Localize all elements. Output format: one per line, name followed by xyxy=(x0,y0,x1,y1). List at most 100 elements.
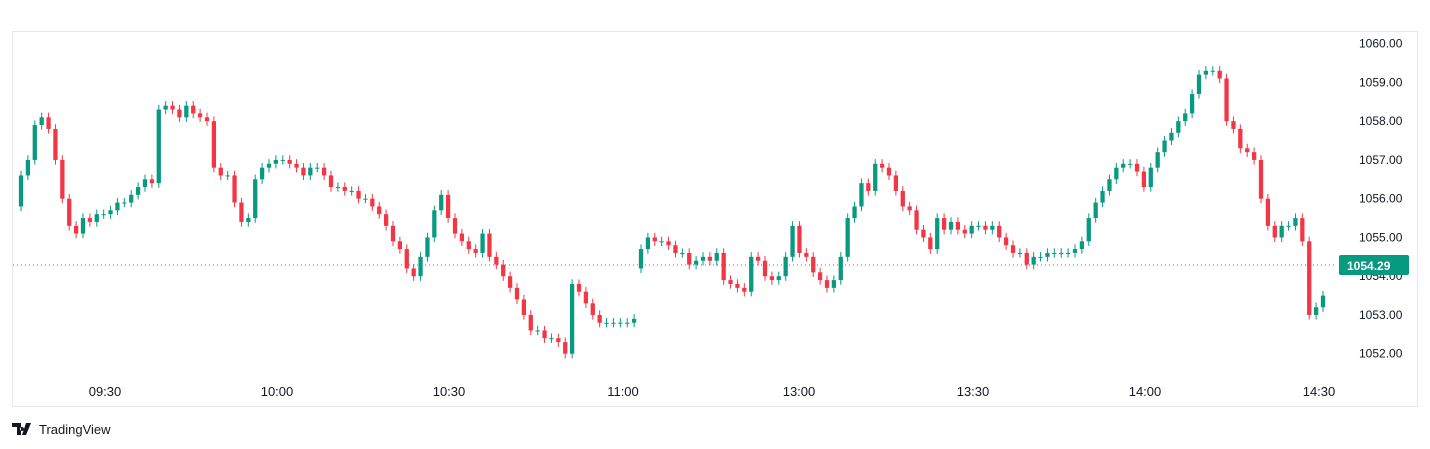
candle-body xyxy=(115,202,120,211)
candle-body xyxy=(948,221,954,230)
candle-body xyxy=(714,252,719,261)
candle-body xyxy=(1038,256,1043,258)
candle-body xyxy=(1086,218,1091,242)
candle-body xyxy=(287,159,292,164)
candle-body xyxy=(135,187,141,195)
candle-body xyxy=(1189,94,1195,114)
tradingview-logo-icon xyxy=(12,423,31,435)
candle-body xyxy=(1293,218,1298,226)
candle-body xyxy=(466,241,471,250)
candle-body xyxy=(976,225,981,227)
candle-body xyxy=(377,206,382,215)
candle-body xyxy=(928,237,933,250)
candle-body xyxy=(1003,237,1009,246)
candlestick-chart[interactable]: 1052.001053.001054.001055.001056.001057.… xyxy=(13,32,1419,408)
candle-body xyxy=(342,187,347,191)
candle-body xyxy=(521,299,527,315)
candle-body xyxy=(1203,70,1209,75)
candle-body xyxy=(542,330,547,339)
candle-body xyxy=(328,175,334,188)
candle-body xyxy=(94,214,99,222)
candle-body xyxy=(879,163,885,168)
tradingview-logo[interactable]: TradingView xyxy=(12,420,111,438)
candle-body xyxy=(1258,159,1264,199)
candle-body xyxy=(480,233,485,253)
candle-body xyxy=(1176,121,1181,133)
x-tick-label: 11:00 xyxy=(607,384,639,399)
candle-body xyxy=(1231,121,1236,129)
candle-body xyxy=(873,163,878,191)
candle-body xyxy=(845,218,850,257)
candle-body xyxy=(1045,252,1050,257)
candle-body xyxy=(425,237,430,257)
last-price-badge xyxy=(1339,254,1409,275)
candle-body xyxy=(1134,163,1140,172)
y-tick-label: 1055.00 xyxy=(1359,230,1403,244)
candle-body xyxy=(404,249,409,269)
candle-body xyxy=(501,264,506,277)
candle-body xyxy=(721,252,726,281)
candle-body xyxy=(762,260,768,277)
candle-body xyxy=(452,218,458,234)
candle-body xyxy=(1307,241,1312,315)
candle-body xyxy=(60,159,65,199)
candle-body xyxy=(1141,171,1147,188)
candle-body xyxy=(838,256,843,281)
candle-body xyxy=(941,218,947,230)
candle-body xyxy=(1148,167,1153,188)
candle-body xyxy=(1100,190,1105,203)
candle-body xyxy=(1010,245,1016,253)
candle-body xyxy=(507,276,513,288)
candle-body xyxy=(1114,167,1119,180)
chart-frame: 1052.00 1053.00 1054.00 1055.00 1056.00 1057.… xyxy=(12,31,1418,407)
candle-body xyxy=(25,159,31,176)
candle-body xyxy=(631,318,637,323)
y-tick-label: 1056.00 xyxy=(1359,192,1403,206)
y-tick-label: 1053.00 xyxy=(1359,308,1403,322)
candle-body xyxy=(1121,163,1126,168)
candle-body xyxy=(418,256,423,277)
candle-body xyxy=(149,179,155,184)
candle-body xyxy=(459,233,465,242)
candle-body xyxy=(46,117,51,129)
candle-body xyxy=(18,175,24,207)
candle-body xyxy=(556,338,561,343)
candle-body xyxy=(266,163,272,168)
candle-body xyxy=(962,229,967,234)
candle-body xyxy=(1238,128,1243,149)
x-tick-label: 10:00 xyxy=(261,384,294,399)
candle-body xyxy=(204,117,210,122)
candle-body xyxy=(900,190,905,207)
candle-body xyxy=(687,252,692,265)
candle-body xyxy=(1320,295,1326,308)
candle-body xyxy=(1183,113,1188,122)
candle-body xyxy=(625,322,630,324)
candle-body xyxy=(53,128,58,160)
x-tick-label: 13:30 xyxy=(957,384,990,399)
candle-body xyxy=(156,109,161,184)
candle-body xyxy=(1079,241,1085,250)
candle-body xyxy=(67,198,72,226)
candle-body xyxy=(1313,307,1319,315)
candle-body xyxy=(804,252,809,257)
candle-body xyxy=(611,322,616,324)
candle-body xyxy=(494,256,499,265)
candle-body xyxy=(432,210,437,238)
candle-body xyxy=(742,287,747,292)
candle-body xyxy=(1127,163,1133,165)
candle-body xyxy=(797,225,802,253)
candle-body xyxy=(1224,78,1229,122)
candle-body xyxy=(1169,132,1174,141)
candle-body xyxy=(673,245,678,253)
candle-body xyxy=(590,303,595,315)
candle-body xyxy=(170,105,175,110)
candle-body xyxy=(184,105,189,118)
candle-body xyxy=(1107,179,1112,191)
candle-body xyxy=(108,210,113,215)
candle-body xyxy=(893,175,899,191)
candle-body xyxy=(514,287,520,300)
candle-body xyxy=(473,249,478,253)
candle-body xyxy=(990,225,995,230)
candle-body xyxy=(129,194,134,203)
candle-body xyxy=(32,125,37,160)
